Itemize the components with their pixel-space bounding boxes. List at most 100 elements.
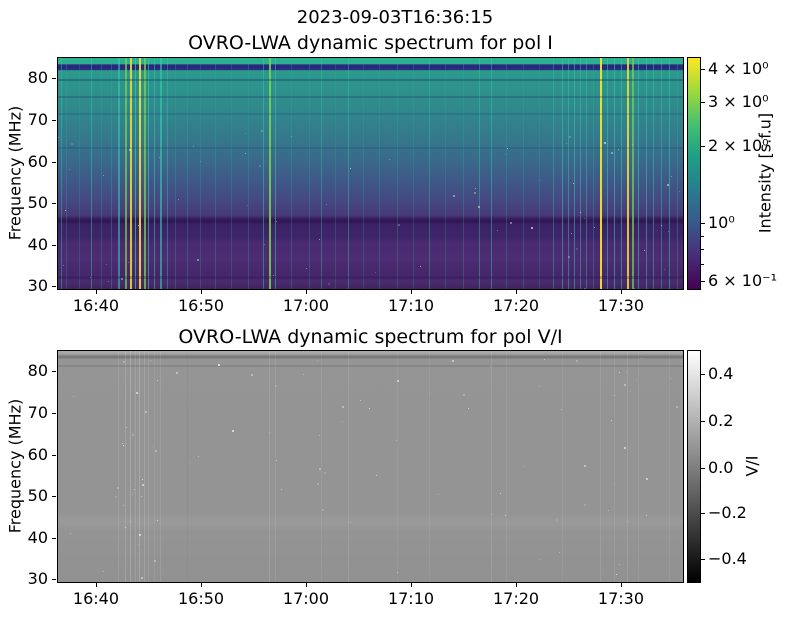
x-tick-mark	[620, 290, 622, 294]
pol-i-spectrogram	[57, 57, 684, 290]
x-tick-mark	[305, 583, 307, 587]
noise-speckle	[321, 508, 324, 511]
rfi-streak	[135, 351, 137, 582]
noise-speckle	[396, 439, 398, 441]
noise-speckle	[176, 372, 179, 375]
noise-speckle	[318, 239, 320, 241]
noise-speckle	[133, 484, 135, 486]
y-tick-mark	[52, 371, 56, 373]
colorbar-tick-mark	[701, 281, 705, 283]
rfi-streak	[231, 58, 233, 289]
noise-speckle	[275, 460, 277, 462]
colorbar-tick-label: −0.4	[708, 549, 747, 568]
rfi-streak	[463, 58, 465, 289]
rfi-streak	[167, 58, 169, 289]
colorbar-tick-label: 10⁰	[708, 213, 735, 233]
noise-speckle	[302, 374, 304, 375]
rfi-streak	[269, 351, 271, 582]
rfi-streak	[429, 351, 431, 582]
noise-speckle	[158, 157, 160, 159]
colorbar-tick-label: 6 × 10⁻¹	[708, 271, 777, 291]
x-tick-label: 17:10	[387, 589, 435, 608]
noise-speckle	[132, 492, 134, 494]
horizontal-band	[58, 351, 683, 355]
colorbar-tick-mark	[701, 146, 705, 148]
rfi-streak	[291, 58, 293, 289]
noise-speckle	[568, 255, 571, 258]
noise-speckle	[540, 179, 542, 181]
rfi-streak	[187, 351, 189, 582]
pol-vi-colorbar	[687, 350, 701, 583]
x-tick-label: 17:30	[597, 589, 645, 608]
rfi-streak	[148, 351, 150, 582]
noise-speckle	[524, 465, 526, 467]
rfi-streak	[379, 58, 381, 289]
noise-speckle	[539, 559, 541, 561]
noise-speckle	[318, 467, 321, 470]
noise-speckle	[69, 533, 71, 535]
noise-speckle	[305, 267, 307, 269]
noise-speckle	[260, 129, 263, 132]
noise-speckle	[276, 220, 278, 222]
rfi-streak	[78, 58, 80, 289]
noise-speckle	[623, 383, 626, 386]
x-tick-mark	[516, 583, 518, 587]
noise-speckle	[342, 406, 345, 409]
rfi-streak	[491, 58, 493, 289]
noise-speckle	[531, 227, 534, 230]
noise-speckle	[670, 176, 672, 178]
noise-speckle	[122, 444, 124, 446]
colorbar-tick-label: −0.2	[708, 503, 747, 523]
noise-speckle	[133, 489, 135, 491]
colorbar-tick-mark	[701, 559, 705, 560]
noise-speckle	[189, 461, 191, 463]
pol-i-colorbar-label: Intensity [s.f.u]	[755, 112, 775, 234]
noise-speckle	[646, 477, 649, 480]
rfi-streak	[676, 58, 678, 289]
colorbar-tick-mark	[701, 68, 705, 70]
horizontal-band	[58, 112, 683, 115]
noise-speckle	[603, 141, 606, 144]
noise-speckle	[250, 373, 253, 376]
x-tick-label: 17:20	[492, 296, 540, 315]
noise-speckle	[497, 230, 499, 232]
noise-speckle	[127, 261, 129, 263]
rfi-streak	[397, 58, 399, 289]
noise-speckle	[398, 224, 401, 227]
noise-speckle	[555, 518, 558, 521]
noise-speckle	[579, 211, 581, 213]
x-tick-label: 17:00	[282, 589, 330, 608]
y-tick-label: 80	[27, 68, 48, 88]
noise-speckle	[131, 494, 133, 496]
rfi-streak	[567, 58, 569, 289]
noise-speckle	[570, 232, 572, 234]
rfi-streak	[614, 351, 616, 582]
y-tick-label: 70	[27, 402, 48, 422]
noise-speckle	[71, 142, 74, 145]
noise-speckle	[504, 515, 506, 517]
noise-speckle	[584, 464, 587, 467]
rfi-streak	[111, 58, 113, 289]
rfi-streak	[444, 58, 446, 289]
noise-speckle	[129, 149, 132, 152]
rfi-streak	[632, 58, 635, 289]
rfi-streak	[653, 58, 655, 289]
noise-speckle	[670, 378, 672, 380]
rfi-streak	[175, 58, 177, 289]
y-tick-label: 70	[27, 109, 48, 129]
rfi-streak	[412, 58, 414, 289]
rfi-streak	[348, 58, 350, 289]
noise-speckle	[629, 391, 631, 393]
y-tick-mark	[52, 537, 56, 539]
noise-speckle	[326, 203, 328, 205]
x-tick-mark	[201, 583, 203, 587]
rfi-streak	[66, 58, 68, 289]
noise-speckle	[318, 435, 320, 437]
noise-speckle	[375, 271, 377, 273]
x-tick-mark	[201, 290, 203, 294]
horizontal-band	[58, 275, 683, 279]
rfi-streak	[91, 58, 93, 289]
noise-speckle	[463, 393, 466, 396]
rfi-streak	[661, 58, 663, 289]
